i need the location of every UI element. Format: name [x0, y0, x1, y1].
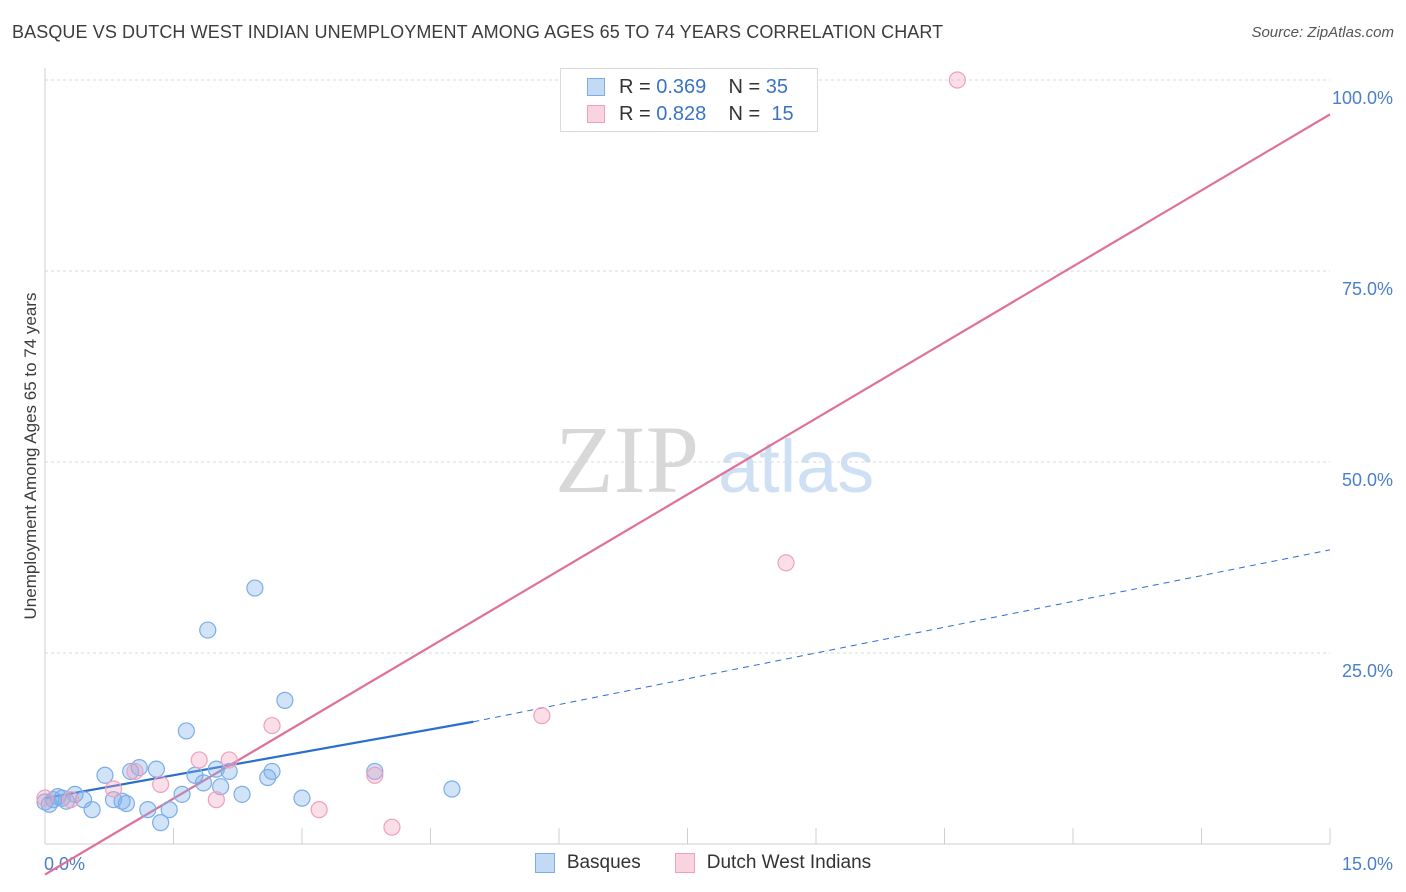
n-label: N = — [728, 102, 761, 125]
dutch-west-indians-swatch — [674, 853, 695, 873]
basques-point — [122, 762, 140, 781]
basques-trend-line-extension — [473, 549, 1331, 723]
legend-item-basques: Basques — [534, 852, 641, 874]
dutch-west-indians-point — [104, 780, 123, 798]
basques-point — [212, 778, 230, 796]
dutch-west-indians-point — [383, 818, 401, 836]
r-label: R = — [619, 75, 651, 98]
basques-point — [177, 722, 195, 740]
dutch-west-indians-point — [533, 707, 551, 725]
basques-point — [293, 789, 311, 807]
basques-trend-line — [44, 720, 474, 800]
y-tick-label-100: 100.0% — [1332, 88, 1393, 108]
dutch-west-indians-trend-line — [44, 113, 1331, 876]
dutch-west-indians-point — [948, 71, 966, 89]
basques-point — [160, 801, 178, 819]
legend-label-dutch-west-indians: Dutch West Indians — [706, 852, 872, 873]
dutch-west-indians-point — [207, 791, 225, 809]
basques-r-value: 0.369 — [656, 75, 707, 98]
dutch-west-indians-point — [62, 791, 80, 809]
dutch-west-indians-point — [310, 801, 328, 819]
dutch-west-indians-point — [777, 554, 795, 572]
basques-point — [49, 788, 67, 806]
basques-point — [173, 785, 191, 803]
basques-point — [263, 762, 281, 781]
series-legend: Basques Dutch West Indians — [0, 852, 1406, 874]
basques-point — [139, 801, 157, 819]
basques-point — [194, 774, 213, 792]
basques-point — [233, 785, 251, 803]
legend-row-basques: R = 0.369 N = 35 — [587, 74, 788, 100]
basques-swatch — [587, 78, 605, 96]
y-tick-label-50: 50.0% — [1342, 470, 1393, 490]
source-label: Source: ZipAtlas.com — [1251, 24, 1394, 41]
basques-swatch — [534, 853, 555, 873]
basques-point — [366, 762, 384, 781]
dutch-west-indians-r-value: 0.828 — [656, 102, 707, 125]
y-tick-label-75: 75.0% — [1342, 279, 1393, 299]
dutch-west-indians-point — [36, 789, 54, 807]
legend-label-basques: Basques — [566, 852, 641, 873]
dutch-west-indians-point — [152, 775, 170, 794]
legend-row-dutch-west-indians: R = 0.828 N = 15 — [587, 101, 794, 127]
dutch-west-indians-swatch — [587, 105, 605, 123]
y-tick-label-25: 25.0% — [1342, 661, 1393, 681]
basques-point — [83, 801, 101, 819]
basques-point — [147, 760, 165, 778]
basques-point — [443, 780, 461, 798]
dutch-west-indians-point — [366, 766, 384, 784]
chart-title: BASQUE VS DUTCH WEST INDIAN UNEMPLOYMENT… — [12, 22, 944, 42]
n-label: N = — [728, 75, 761, 98]
basques-point — [117, 794, 135, 813]
basques-point — [96, 766, 114, 784]
watermark-atlas: atlas — [718, 425, 874, 508]
basques-point — [207, 760, 225, 778]
dutch-west-indians-point — [263, 716, 281, 735]
r-label: R = — [619, 102, 651, 125]
legend-item-dutch-west-indians: Dutch West Indians — [674, 852, 872, 874]
stats-legend: R = 0.369 N = 35 R = 0.828 N = 15 — [560, 68, 818, 132]
watermark-zip: ZIP — [555, 406, 699, 513]
dutch-west-indians-point — [220, 751, 238, 769]
dutch-west-indians-point — [190, 751, 208, 769]
basques-point — [246, 579, 264, 597]
basques-point — [199, 621, 217, 639]
dutch-west-indians-n-value: 15 — [771, 102, 794, 125]
basques-n-value: 35 — [765, 75, 789, 98]
basques-point — [152, 814, 170, 832]
basques-point — [276, 691, 294, 709]
dutch-west-indians-point — [126, 762, 144, 781]
x-tick-label-max: 15.0% — [1342, 854, 1393, 874]
